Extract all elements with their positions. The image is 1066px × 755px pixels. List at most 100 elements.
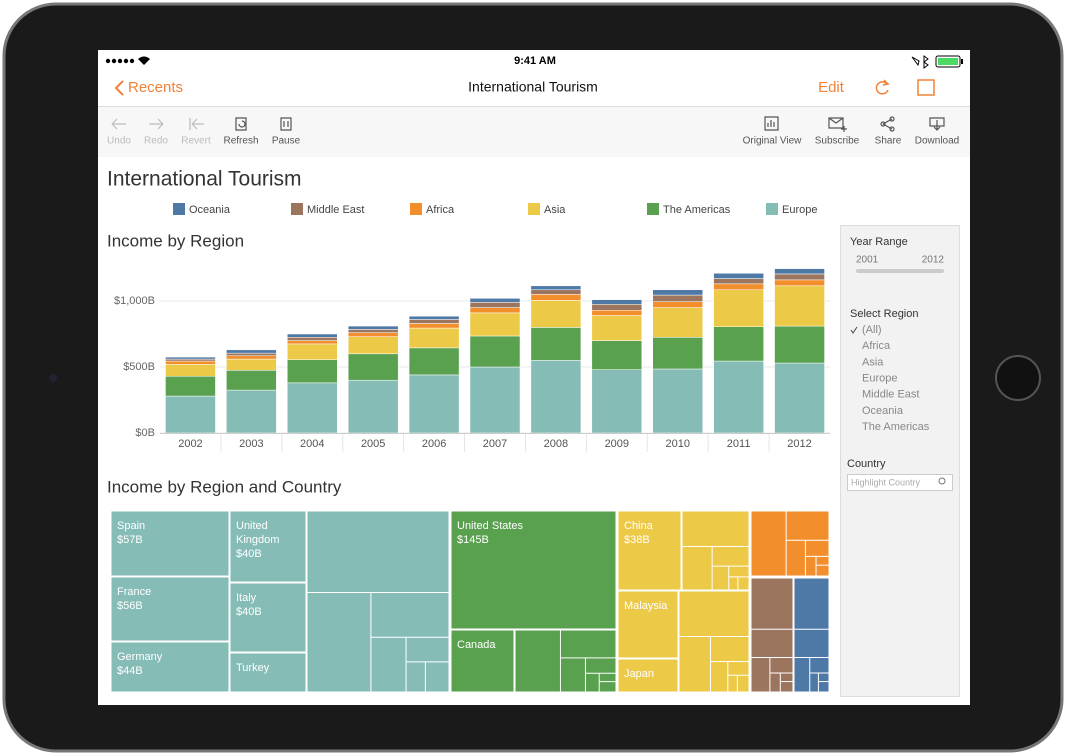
region-option[interactable]: The Americas	[862, 421, 930, 433]
treemap-cell	[750, 577, 794, 693]
toolbar-button[interactable]: Refresh	[223, 136, 258, 147]
bar-segment	[652, 307, 703, 338]
edit-button[interactable]: Edit	[818, 79, 845, 96]
x-tick-label: 2009	[605, 438, 629, 450]
region-option[interactable]: Africa	[862, 340, 891, 352]
filter-panel	[840, 225, 960, 697]
bar-segment	[408, 327, 460, 349]
toolbar	[98, 107, 970, 157]
bar-segment	[652, 368, 703, 434]
legend-label: Oceania	[189, 204, 231, 216]
bar-segment	[469, 298, 521, 303]
x-tick-label: 2010	[665, 438, 689, 450]
search-icon	[938, 477, 946, 485]
bar-segment	[469, 307, 521, 314]
toolbar-button[interactable]: Undo	[107, 136, 131, 147]
toolbar-button[interactable]: Original View	[743, 136, 803, 147]
treemap-cell	[681, 510, 750, 591]
region-option[interactable]: Middle East	[862, 389, 919, 401]
treemap-cell[interactable]	[110, 576, 230, 642]
bar-segment	[774, 362, 825, 434]
dashboard-icon[interactable]	[917, 79, 935, 96]
treemap-cell[interactable]	[617, 510, 682, 591]
home-button[interactable]	[995, 355, 1041, 401]
range-slider[interactable]	[856, 269, 944, 273]
region-option[interactable]: Europe	[862, 373, 897, 385]
bar-segment	[774, 273, 825, 281]
bar-segment	[347, 329, 399, 333]
bar-segment	[226, 358, 277, 371]
legend-label: Asia	[544, 204, 566, 216]
treemap-value: $145B	[457, 534, 489, 546]
treemap-value: $40B	[236, 548, 262, 560]
treemap-cell[interactable]	[617, 590, 679, 659]
legend-swatch	[647, 203, 659, 215]
toolbar-button[interactable]: Revert	[181, 136, 211, 147]
back-button[interactable]: Recents	[128, 79, 183, 96]
bar-segment	[591, 304, 643, 311]
bar-segment	[774, 325, 825, 364]
bar-segment	[652, 301, 703, 308]
toolbar-button[interactable]: Share	[875, 136, 902, 147]
treemap-cell[interactable]	[110, 641, 230, 693]
toolbar-button[interactable]: Subscribe	[815, 136, 860, 147]
bar-segment	[591, 340, 643, 370]
region-option[interactable]: Oceania	[862, 405, 904, 417]
region-option[interactable]: (All)	[862, 324, 882, 336]
treemap-cell[interactable]	[229, 652, 307, 693]
treemap-cell[interactable]	[450, 510, 617, 630]
toolbar-icons	[111, 116, 945, 132]
bar-segment	[530, 289, 582, 295]
legend-swatch	[766, 203, 778, 215]
treemap-label: France	[117, 586, 151, 598]
treemap-cell[interactable]	[450, 629, 515, 693]
treemap-cell[interactable]	[229, 510, 307, 583]
bar-segment	[226, 389, 277, 434]
treemap-cell	[514, 629, 617, 693]
treemap-cell[interactable]	[110, 510, 230, 577]
legend-label: Europe	[782, 204, 817, 216]
treemap-label: Spain	[117, 520, 145, 532]
toolbar-button[interactable]: Redo	[144, 136, 168, 147]
bar-segment	[713, 273, 764, 279]
bar-segment	[591, 309, 643, 316]
back-chevron[interactable]	[114, 80, 124, 96]
x-tick-label: 2005	[361, 438, 385, 450]
treemap-cell[interactable]	[229, 582, 307, 653]
bar-segment	[652, 289, 703, 296]
bar-segment	[652, 337, 703, 370]
treemap-label: Germany	[117, 651, 163, 663]
x-tick-label: 2002	[178, 438, 202, 450]
search-box[interactable]	[847, 474, 953, 491]
bar-segment	[591, 369, 643, 434]
region-option[interactable]: Asia	[862, 356, 884, 368]
treemap-title: Income by Region and Country	[107, 477, 342, 496]
range-to: 2012	[922, 255, 945, 266]
bar-segment	[713, 326, 764, 362]
filter-label: Country	[847, 458, 886, 470]
bar-segment	[652, 294, 703, 302]
bar-segment	[287, 359, 338, 384]
x-tick-label: 2006	[422, 438, 446, 450]
toolbar-button[interactable]: Download	[915, 136, 959, 147]
treemap-cell[interactable]	[617, 658, 679, 693]
bar-segment	[347, 336, 399, 355]
bar-segment	[347, 353, 399, 381]
treemap-cell	[793, 577, 830, 693]
toolbar-button[interactable]: Pause	[272, 136, 301, 147]
treemap-label: Turkey	[236, 662, 270, 674]
legend-label: Africa	[426, 204, 455, 216]
y-tick-label: $0B	[135, 427, 155, 439]
treemap-label: United States	[457, 520, 524, 532]
treemap-cell	[750, 510, 830, 577]
treemap-label: Italy	[236, 592, 257, 604]
refresh-icon[interactable]	[875, 79, 890, 95]
bar-segment	[226, 349, 277, 354]
bar-segment	[713, 278, 764, 285]
legend-swatch	[173, 203, 185, 215]
bar-segment	[408, 319, 460, 324]
treemap-value: $56B	[117, 600, 143, 612]
treemap-value: $40B	[236, 606, 262, 618]
bar-segment	[469, 302, 521, 308]
